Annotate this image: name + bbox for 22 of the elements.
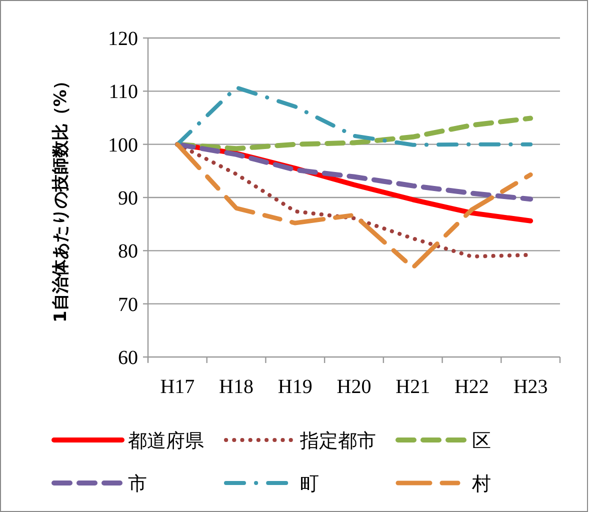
- x-tick-label: H23: [513, 376, 548, 398]
- x-tick-label: H22: [454, 376, 489, 398]
- y-tick-label: 70: [118, 294, 138, 316]
- x-tick-label: H17: [160, 376, 195, 398]
- y-tick-label: 110: [108, 81, 138, 104]
- y-tick-label: 90: [118, 188, 138, 210]
- x-tick-label: H20: [336, 376, 372, 398]
- y-tick-label: 120: [108, 28, 138, 50]
- legend-label: 市: [128, 473, 147, 495]
- legend-label: 町: [300, 473, 319, 495]
- line-series: [175, 85, 533, 147]
- x-tick-label: H19: [278, 376, 312, 398]
- y-tick-label: 80: [118, 240, 138, 263]
- legend-label: 指定都市: [299, 430, 376, 452]
- y-tick-label: 100: [108, 134, 138, 156]
- legend-label: 区: [472, 430, 491, 452]
- x-tick-label: H18: [219, 376, 254, 398]
- legend-label: 村: [471, 473, 491, 495]
- y-tick-label: 60: [118, 347, 138, 369]
- x-tick-label: H21: [396, 376, 430, 398]
- y-axis-title: 1自治体あたりの技師数比（%）: [51, 72, 71, 322]
- legend-label: 都道府県: [128, 430, 204, 452]
